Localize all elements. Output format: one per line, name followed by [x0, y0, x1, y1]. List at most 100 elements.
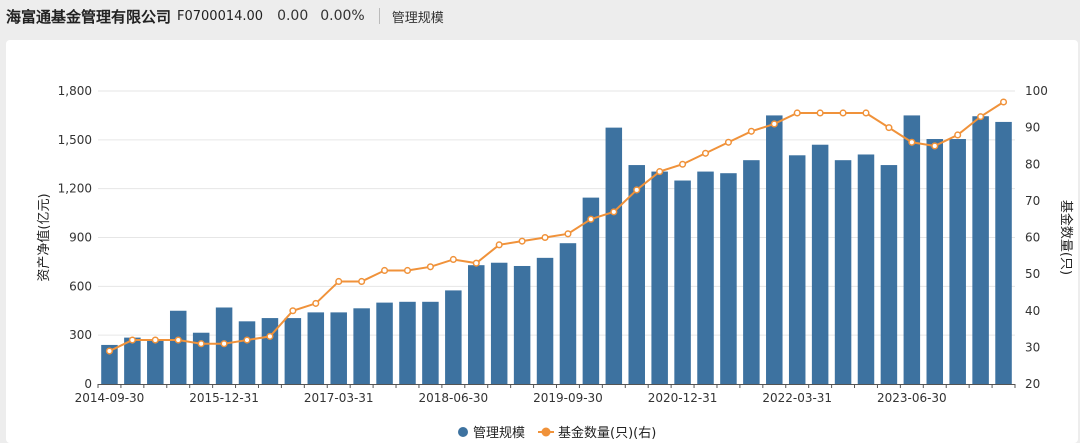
fund-count-point[interactable] — [220, 340, 228, 348]
bar[interactable] — [399, 301, 416, 384]
bar[interactable] — [559, 243, 577, 384]
bar[interactable] — [651, 171, 668, 384]
fund-count-point[interactable] — [518, 237, 526, 245]
legend-line-marker-dot[interactable] — [541, 427, 551, 437]
bar[interactable] — [238, 321, 256, 384]
fund-count-point[interactable] — [701, 149, 710, 157]
y-right-tick-label: 80 — [1025, 157, 1040, 171]
bar[interactable] — [330, 312, 347, 384]
y-right-tick-label: 30 — [1025, 340, 1040, 354]
bar[interactable] — [743, 160, 760, 384]
y-left-tick-label: 0 — [84, 377, 92, 391]
fund-count-point[interactable] — [541, 233, 549, 242]
fund-count-point[interactable] — [885, 124, 893, 132]
bar-series-management-scale — [101, 115, 1012, 385]
bar[interactable] — [284, 318, 302, 384]
fund-count-point[interactable] — [587, 215, 595, 223]
fund-count-point[interactable] — [931, 142, 939, 150]
bar[interactable] — [490, 262, 508, 384]
y-left-tick-label: 600 — [69, 279, 92, 293]
bar[interactable] — [605, 127, 623, 384]
fund-count-point[interactable] — [610, 208, 618, 216]
bar[interactable] — [445, 290, 462, 384]
bar[interactable] — [376, 302, 393, 384]
bar[interactable] — [972, 116, 989, 384]
fund-count-point[interactable] — [358, 277, 366, 286]
legend-bar-label[interactable]: 管理规模 — [473, 426, 525, 441]
fund-count-point[interactable] — [564, 230, 572, 238]
bar[interactable] — [903, 115, 921, 385]
header-divider — [378, 8, 380, 24]
fund-count-point[interactable] — [747, 127, 755, 135]
bar[interactable] — [307, 312, 325, 384]
fund-count-point[interactable] — [862, 109, 870, 117]
bar[interactable] — [628, 165, 645, 384]
y-right-tick-label: 60 — [1025, 231, 1040, 245]
bar[interactable] — [536, 257, 554, 384]
fund-count-point[interactable] — [999, 98, 1008, 106]
x-tick-label: 2015-12-31 — [189, 391, 259, 405]
fund-count-point[interactable] — [381, 266, 389, 275]
legend-bar-marker[interactable] — [458, 427, 468, 437]
x-tick-label: 2019-09-30 — [533, 391, 603, 405]
bar[interactable] — [582, 197, 600, 384]
fund-count-point[interactable] — [449, 255, 457, 264]
fund-count-point[interactable] — [266, 332, 274, 340]
bar[interactable] — [101, 344, 118, 384]
bar[interactable] — [720, 173, 737, 384]
fund-count-point[interactable] — [472, 259, 480, 267]
bar[interactable] — [766, 115, 783, 385]
bar[interactable] — [147, 340, 164, 384]
bar[interactable] — [995, 121, 1012, 384]
bar[interactable] — [468, 265, 485, 384]
bar[interactable] — [169, 310, 187, 384]
fund-count-point[interactable] — [679, 160, 687, 168]
fund-count-point[interactable] — [128, 336, 136, 344]
bar[interactable] — [926, 139, 944, 384]
x-tick-label: 2020-12-31 — [648, 391, 718, 405]
bar[interactable] — [353, 308, 370, 384]
bar[interactable] — [834, 160, 852, 384]
fund-count-point[interactable] — [977, 113, 985, 121]
bar[interactable] — [261, 318, 279, 384]
fund-count-point[interactable] — [403, 266, 412, 275]
bar[interactable] — [811, 144, 829, 384]
bar[interactable] — [124, 337, 141, 384]
fund-count-point[interactable] — [312, 299, 320, 307]
fund-count-point[interactable] — [839, 109, 847, 117]
fund-count-point[interactable] — [151, 336, 159, 344]
gridlines — [98, 90, 1015, 336]
fund-count-point[interactable] — [174, 336, 182, 344]
fund-count-point[interactable] — [908, 138, 916, 146]
x-tick-label: 2022-03-31 — [762, 391, 832, 405]
fund-count-point[interactable] — [724, 138, 732, 146]
fund-count-point[interactable] — [633, 186, 641, 194]
fund-count-point[interactable] — [793, 109, 801, 117]
bar[interactable] — [857, 154, 875, 384]
bar[interactable] — [788, 155, 806, 384]
bar[interactable] — [192, 332, 210, 384]
company-name: 海富通基金管理有限公司 — [6, 7, 172, 26]
tab-management-scale[interactable]: 管理规模 — [391, 10, 444, 26]
fund-count-point[interactable] — [816, 109, 824, 117]
bar[interactable] — [674, 180, 691, 384]
fund-count-point[interactable] — [105, 347, 114, 355]
fund-count-point[interactable] — [495, 241, 503, 249]
y-left-tick-label: 300 — [69, 328, 92, 342]
axes: 0 300 600 900 1,200 1,500 1,800 20 30 40 50 60 70 80 9… — [58, 84, 1048, 405]
legend-line-label[interactable]: 基金数量(只)(右) — [558, 425, 656, 441]
fund-count-point[interactable] — [770, 120, 778, 128]
bar[interactable] — [949, 139, 966, 384]
fund-count-point[interactable] — [243, 336, 251, 344]
fund-count-point[interactable] — [289, 307, 297, 315]
bar[interactable] — [422, 301, 439, 384]
change-value: 0.00 — [277, 8, 309, 24]
fund-count-point[interactable] — [656, 168, 664, 176]
bar[interactable] — [697, 171, 714, 384]
bar[interactable] — [513, 265, 531, 384]
fund-count-point[interactable] — [335, 277, 343, 286]
fund-count-point[interactable] — [426, 263, 434, 271]
bar[interactable] — [880, 165, 898, 384]
fund-count-point[interactable] — [197, 340, 205, 348]
fund-count-point[interactable] — [954, 131, 962, 139]
